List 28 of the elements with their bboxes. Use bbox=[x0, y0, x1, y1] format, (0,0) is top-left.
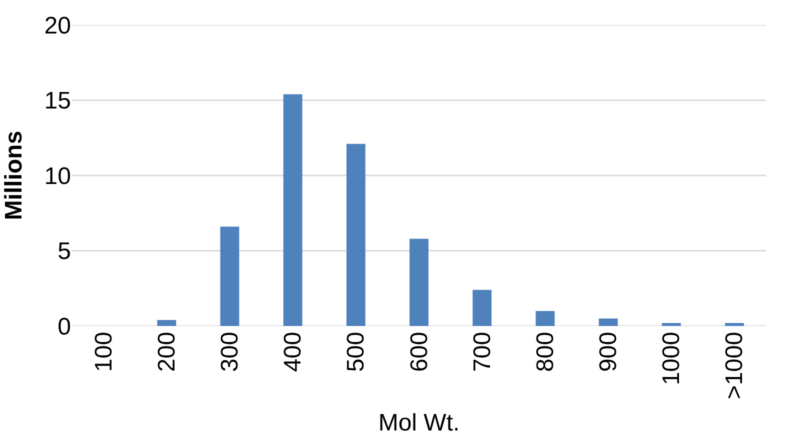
x-tick-label: 900 bbox=[595, 332, 622, 372]
y-tick-label: 15 bbox=[44, 88, 71, 115]
x-tick-label: 100 bbox=[90, 332, 118, 372]
bar bbox=[598, 318, 618, 326]
bar bbox=[220, 226, 240, 326]
y-tick-label: 0 bbox=[58, 313, 71, 340]
bar bbox=[157, 320, 176, 326]
y-tick-label: 5 bbox=[58, 238, 71, 266]
bar bbox=[662, 322, 681, 326]
x-tick-label: 500 bbox=[342, 332, 370, 372]
bar bbox=[724, 322, 744, 326]
bar bbox=[283, 94, 302, 326]
bar bbox=[472, 290, 492, 326]
y-tick-label: 10 bbox=[44, 162, 71, 190]
bar bbox=[346, 144, 366, 326]
x-axis-title: Mol Wt. bbox=[378, 410, 460, 437]
x-tick-label: 200 bbox=[153, 332, 180, 372]
x-tick-label: 700 bbox=[468, 332, 496, 372]
bar bbox=[410, 238, 428, 326]
x-tick-label: >1000 bbox=[721, 332, 748, 400]
x-tick-label: 300 bbox=[216, 332, 244, 372]
x-tick-label: 600 bbox=[406, 332, 433, 372]
y-tick-label: 20 bbox=[44, 12, 71, 40]
bar bbox=[536, 310, 555, 326]
y-axis-title: Millions bbox=[0, 130, 28, 220]
x-tick-label: 800 bbox=[532, 332, 559, 372]
x-tick-label: 400 bbox=[280, 332, 307, 372]
x-tick-label: 1000 bbox=[658, 332, 686, 386]
